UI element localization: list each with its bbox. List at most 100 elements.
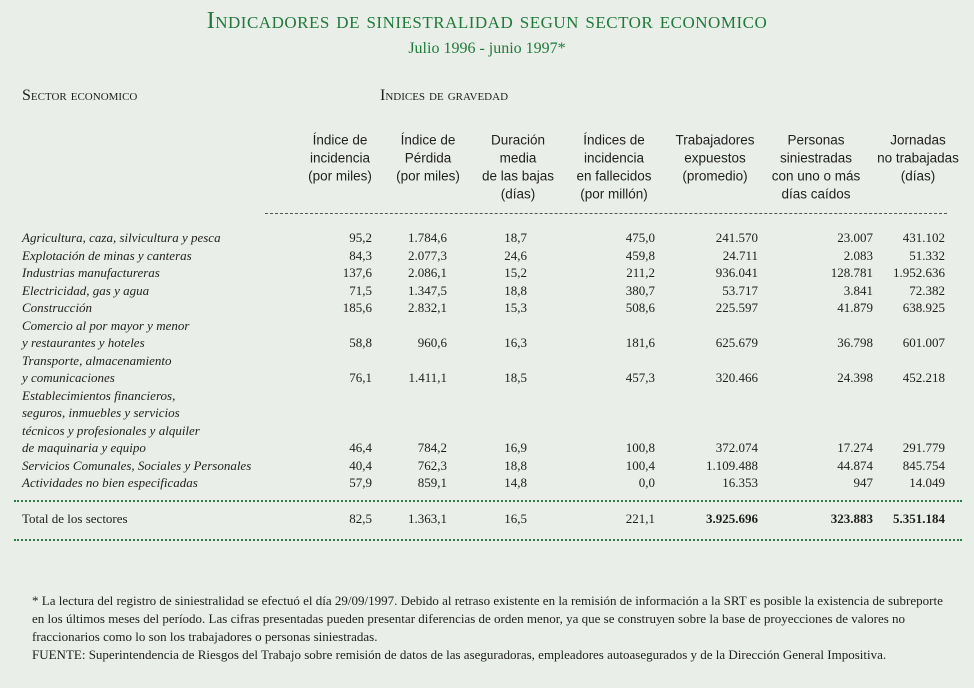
- row-label: Servicios Comunales, Sociales y Personal…: [22, 457, 252, 473]
- cell-value: 24.398: [837, 370, 873, 385]
- cell-value: 16.353: [722, 475, 758, 490]
- cell-value: 15,3: [504, 300, 527, 315]
- cell-value: 16,3: [504, 335, 527, 350]
- footnote: * La lectura del registro de siniestrali…: [32, 592, 952, 664]
- cell-value: 18,8: [504, 282, 527, 298]
- cell-value: 181,6: [625, 335, 655, 350]
- row-label: Establecimientos financieros,: [22, 387, 176, 403]
- subtitle: Julio 1996 - junio 1997*: [408, 40, 566, 57]
- cell-value: 2.086,1: [408, 265, 447, 280]
- column-header: Duración: [490, 132, 546, 148]
- cell-value: 23.007: [837, 230, 873, 245]
- total-value: 82,5: [349, 511, 372, 526]
- rule: [14, 539, 962, 541]
- row-label: y comunicaciones: [22, 370, 115, 385]
- cell-value: 24,6: [504, 247, 527, 263]
- cell-value: 0,0: [638, 475, 655, 490]
- cell-value: 625.679: [715, 335, 758, 350]
- column-header: Trabajadores: [675, 132, 755, 148]
- cell-value: 18,8: [504, 457, 527, 473]
- cell-value: 960,6: [417, 335, 447, 350]
- total-value: 323.883: [830, 511, 873, 526]
- cell-value: 1.952.636: [893, 265, 945, 280]
- cell-value: 40,4: [349, 457, 372, 473]
- cell-value: 51.332: [909, 247, 945, 263]
- column-header: Índice de: [312, 132, 368, 148]
- cell-value: 380,7: [625, 282, 655, 298]
- cell-value: 936.041: [715, 265, 758, 280]
- column-header: expuestos: [684, 150, 746, 166]
- cell-value: 241.570: [715, 230, 758, 245]
- cell-value: 2.077,3: [408, 247, 447, 263]
- cell-value: 128.781: [830, 265, 873, 280]
- cell-value: 638.925: [902, 300, 945, 315]
- cell-value: 36.798: [837, 335, 873, 350]
- column-header: Personas: [787, 132, 845, 148]
- column-header: días caídos: [781, 186, 851, 202]
- title: Indicadores de siniestralidad segun sect…: [206, 8, 768, 34]
- cell-value: 372.074: [715, 440, 758, 455]
- cell-value: 225.597: [715, 300, 758, 315]
- cell-value: 57,9: [349, 475, 372, 490]
- total-value: 5.351.184: [893, 511, 945, 526]
- column-header: media: [499, 150, 537, 166]
- row-heading: Sector economico: [22, 87, 138, 104]
- column-header: incidencia: [309, 150, 371, 166]
- column-header: no trabajadas: [877, 150, 959, 166]
- rule: [14, 500, 962, 502]
- cell-value: 100,4: [625, 457, 655, 473]
- cell-value: 457,3: [625, 370, 655, 385]
- column-header: (por millón): [580, 186, 648, 202]
- cell-value: 2.083: [843, 247, 873, 263]
- column-header: (días): [500, 186, 536, 202]
- cell-value: 1.411,1: [408, 370, 447, 385]
- total-value: 16,5: [504, 511, 527, 526]
- cell-value: 762,3: [417, 457, 447, 473]
- column-header: Índice de: [400, 132, 456, 148]
- column-header: incidencia: [583, 150, 645, 166]
- cell-value: 185,6: [342, 300, 372, 315]
- cell-value: 71,5: [349, 282, 372, 298]
- column-header: (promedio): [682, 168, 748, 184]
- cell-value: 14.049: [909, 475, 945, 490]
- cell-value: 44.874: [837, 457, 873, 473]
- row-label: Electricidad, gas y agua: [22, 282, 150, 298]
- cell-value: 601.007: [902, 335, 945, 350]
- column-header: siniestradas: [779, 150, 853, 166]
- cell-value: 211,2: [626, 265, 655, 280]
- cell-value: 2.832,1: [408, 300, 447, 315]
- row-label: Construcción: [22, 300, 93, 315]
- cell-value: 84,3: [349, 247, 372, 263]
- cell-value: 452.218: [902, 370, 945, 385]
- row-label: técnicos y profesionales y alquiler: [22, 422, 200, 438]
- column-header: Pérdida: [404, 150, 452, 166]
- cell-value: 100,8: [625, 440, 655, 455]
- cell-value: 1.347,5: [408, 282, 447, 298]
- cell-value: 15,2: [504, 265, 527, 280]
- footnote-note: * La lectura del registro de siniestrali…: [32, 593, 943, 644]
- column-header: (días): [900, 168, 936, 184]
- total-label: Total de los sectores: [22, 511, 128, 526]
- footnote-source: FUENTE: Superintendencia de Riesgos del …: [32, 647, 887, 662]
- row-label: Transporte, almacenamiento: [22, 352, 172, 368]
- row-label: Explotación de minas y canteras: [22, 247, 192, 263]
- cell-value: 72.382: [909, 282, 945, 298]
- row-label: Actividades no bien especificadas: [22, 475, 198, 490]
- cell-value: 431.102: [902, 230, 945, 245]
- header-rule: [265, 213, 947, 214]
- total-value: 1.363,1: [408, 511, 447, 526]
- cell-value: 475,0: [625, 230, 655, 245]
- column-header: de las bajas: [481, 168, 555, 184]
- row-label: y restaurantes y hoteles: [22, 335, 145, 350]
- cell-value: 24.711: [722, 247, 758, 263]
- cell-value: 18,7: [504, 230, 527, 245]
- cell-value: 291.779: [902, 440, 945, 455]
- cell-value: 459,8: [625, 247, 655, 263]
- cell-value: 320.466: [715, 370, 758, 385]
- column-header: (por miles): [396, 168, 460, 184]
- cell-value: 95,2: [349, 230, 372, 245]
- cell-value: 1.784,6: [408, 230, 447, 245]
- cell-value: 58,8: [349, 335, 372, 350]
- cell-value: 784,2: [417, 440, 447, 455]
